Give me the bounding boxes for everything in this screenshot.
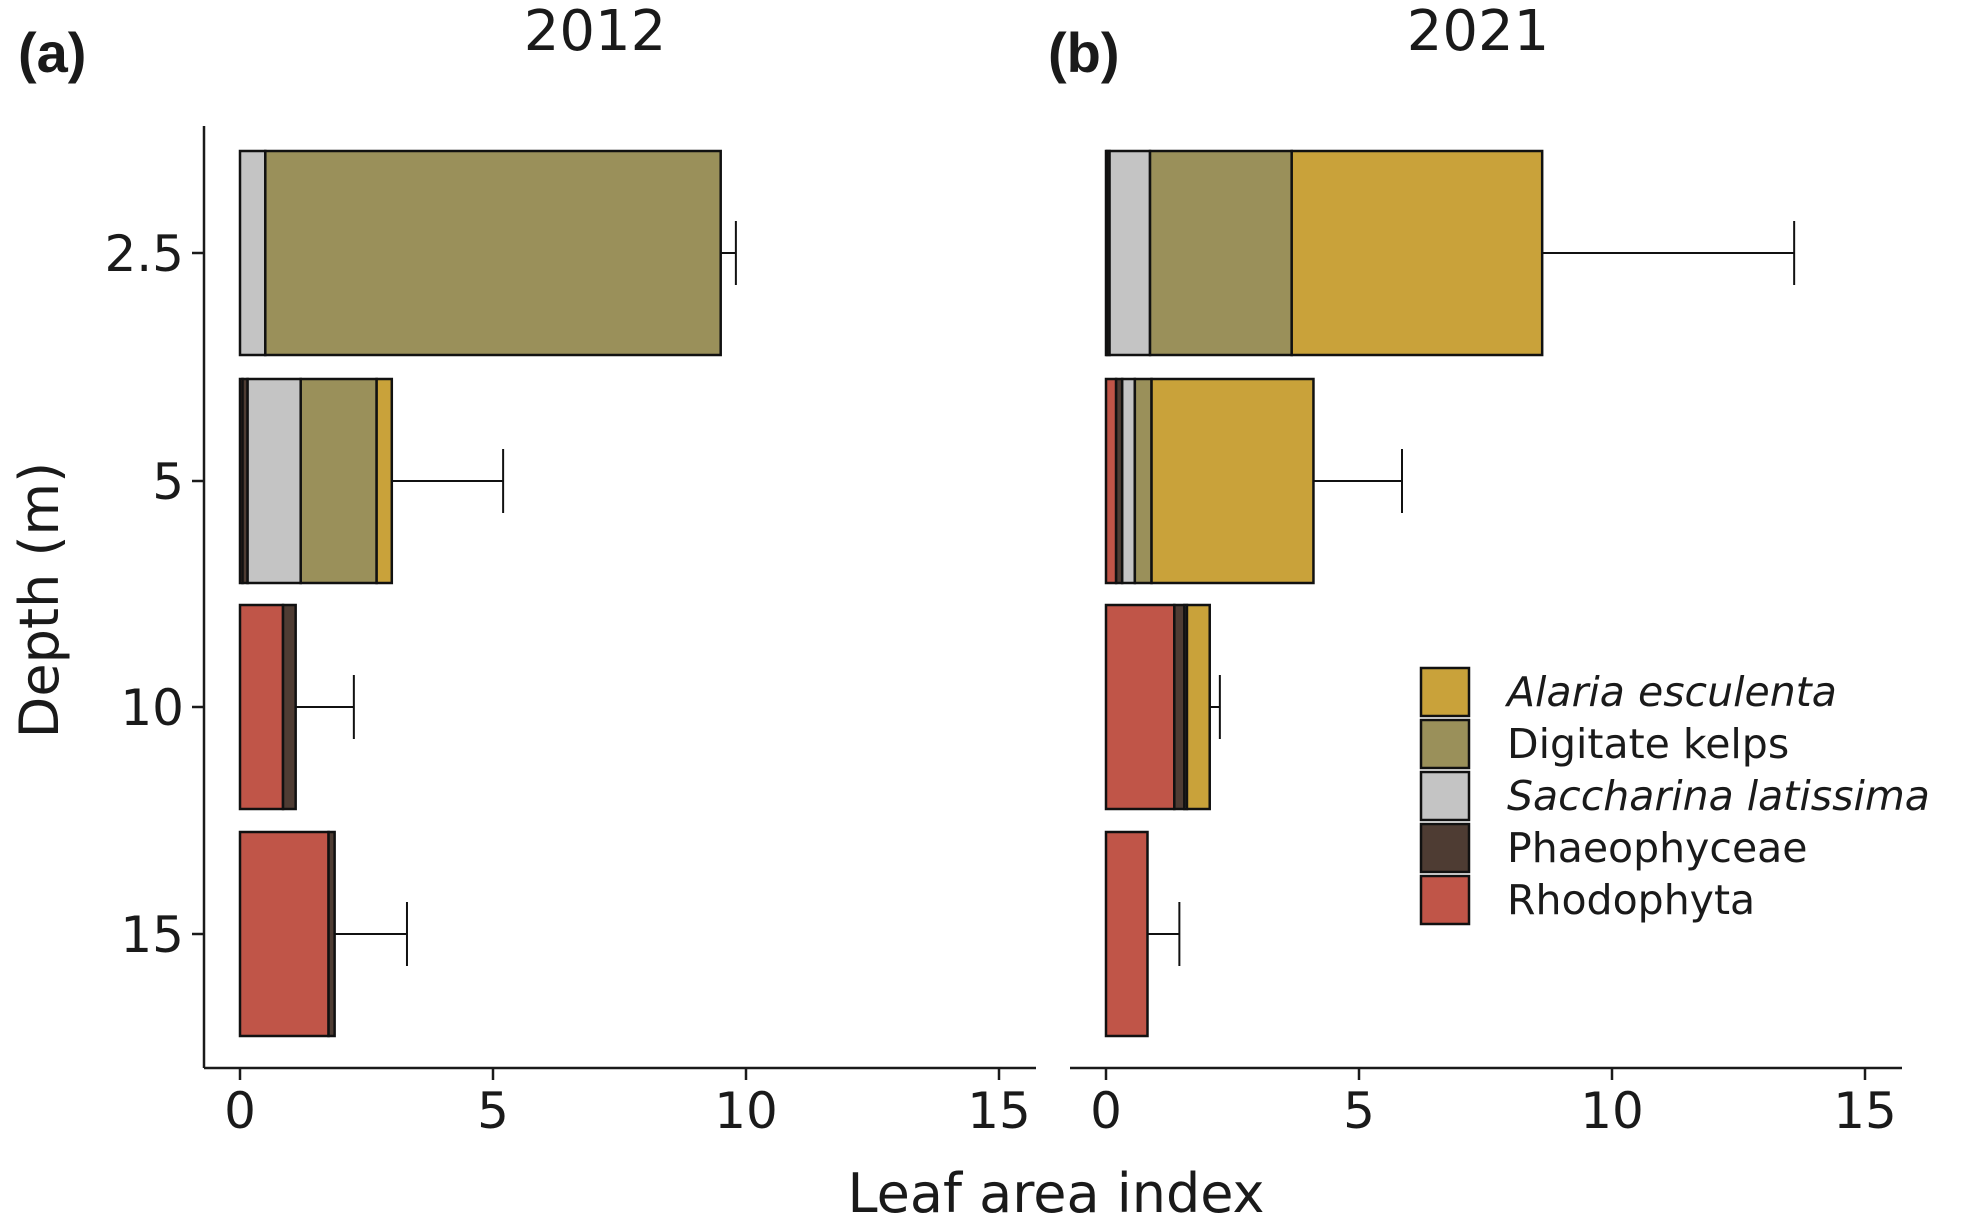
x-tick-label-a: 5: [477, 1082, 509, 1140]
y-tick-label-a: 2.5: [104, 225, 184, 283]
legend-label: Saccharina latissima: [1507, 772, 1930, 820]
bar-segment-b: [1148, 149, 1293, 357]
x-tick-label-a: 15: [967, 1082, 1031, 1140]
bar-segment-a: [246, 377, 302, 585]
bar-segment-a: [299, 377, 378, 585]
x-tick-label-b: 15: [1833, 1082, 1897, 1140]
x-tick-label-b: 0: [1090, 1082, 1122, 1140]
legend-swatch: [1419, 770, 1471, 822]
panel-a: (a) 2012 2.5 5 10 15 0 5 10 15: [18, 0, 1036, 1140]
bar-segment-b: [1173, 603, 1186, 811]
bar-segment-b: [1108, 149, 1152, 357]
bar-segment-a: [238, 830, 330, 1038]
bar-segment-b: [1120, 377, 1137, 585]
legend-swatch: [1419, 822, 1471, 874]
bar-segment-a: [375, 377, 394, 585]
bar-segment-b: [1185, 603, 1211, 811]
legend-swatch: [1419, 666, 1471, 718]
legend-label: Phaeophyceae: [1507, 824, 1808, 872]
panel-b-letter: (b): [1048, 21, 1120, 84]
x-tick-label-a: 10: [714, 1082, 778, 1140]
bar-segment-b: [1104, 603, 1176, 811]
panel-b-title: 2021: [1407, 0, 1550, 64]
bar-segment-b: [1104, 377, 1118, 585]
panel-a-title: 2012: [524, 0, 667, 64]
legend-label: Rhodophyta: [1507, 876, 1755, 924]
panel-a-letter: (a): [18, 21, 86, 84]
bar-segment-b: [1290, 149, 1544, 357]
x-tick-label-b: 10: [1580, 1082, 1644, 1140]
bar-segment-a: [327, 830, 336, 1038]
bar-segment-a: [238, 603, 285, 811]
x-tick-label-b: 5: [1343, 1082, 1375, 1140]
x-tick-label-a: 0: [224, 1082, 256, 1140]
y-tick-label-a: 15: [120, 906, 184, 964]
legend-label: Digitate kelps: [1507, 720, 1789, 768]
bar-segment-a: [238, 149, 267, 357]
legend-swatch: [1419, 718, 1471, 770]
x-axis-title: Leaf area index: [848, 1162, 1265, 1220]
y-axis-title: Depth (m): [8, 462, 71, 738]
legend-label: Alaria esculenta: [1504, 668, 1837, 716]
y-tick-label-a: 5: [152, 453, 184, 511]
legend-swatch: [1419, 874, 1471, 926]
y-tick-label-a: 10: [120, 679, 184, 737]
bar-segment-b: [1150, 377, 1315, 585]
bar-segment-a: [281, 603, 297, 811]
panel-b: (b) 2021 0 5 10 15: [1048, 0, 1902, 1140]
bar-segment-a: [264, 149, 722, 357]
bar-segment-b: [1104, 830, 1149, 1038]
bar-segment-b: [1133, 377, 1153, 585]
